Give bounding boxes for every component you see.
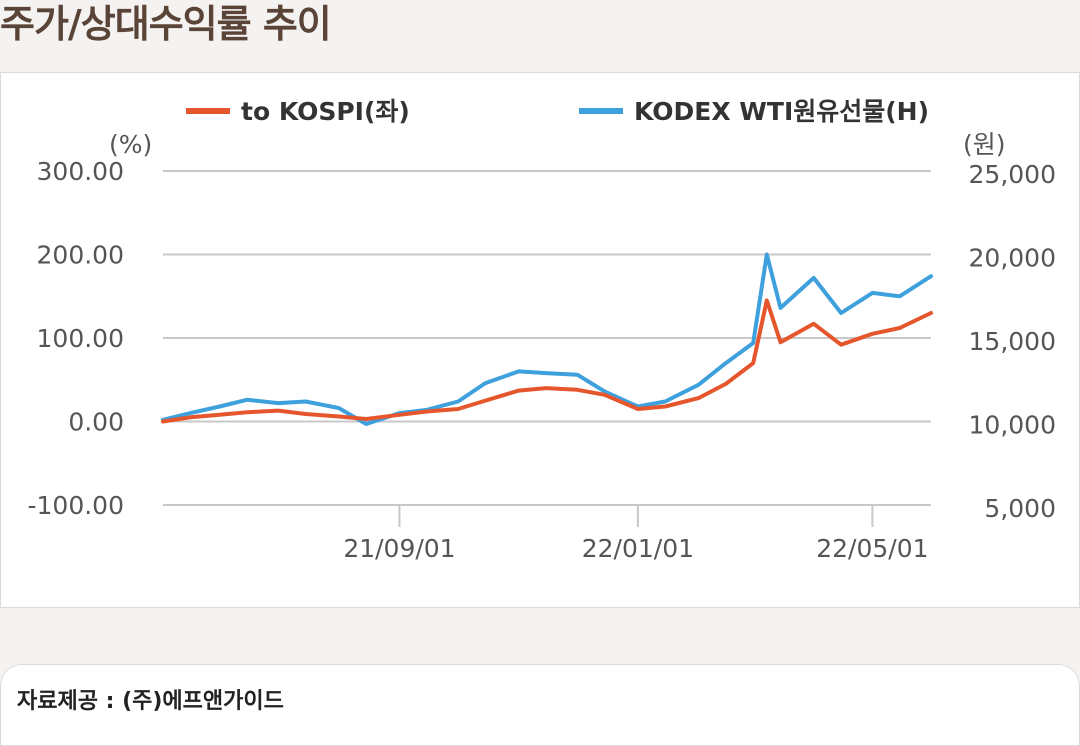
x-tick-label: 21/09/01 <box>343 534 455 563</box>
y-right-unit-label: (원) <box>963 130 1006 159</box>
y-left-tick-label: 100.00 <box>37 324 124 353</box>
kospi-relative-return-line <box>161 298 933 424</box>
legend-swatch-kospi <box>186 108 230 114</box>
price-return-chart: 300.00 200.00 100.00 0.00 -100.00 25,000 20,00… <box>28 97 1057 563</box>
y-left-tick-label: 0.00 <box>68 408 124 437</box>
kodex-wti-price-line <box>161 252 933 426</box>
y-right-tick-label: 25,000 <box>969 160 1056 189</box>
legend-label-kospi: to KOSPI(좌) <box>241 97 410 126</box>
source-card: 자료제공 : (주)에프앤가이드 <box>0 664 1080 746</box>
axis-layer: 300.00 200.00 100.00 0.00 -100.00 25,000 20,00… <box>28 157 1057 563</box>
y-left-unit-label: (%) <box>109 130 152 159</box>
x-tick-label: 22/05/01 <box>816 534 928 563</box>
chart-card: 300.00 200.00 100.00 0.00 -100.00 25,000 20,00… <box>0 72 1080 608</box>
series-layer <box>161 252 933 426</box>
legend-label-kodex: KODEX WTI원유선물(H) <box>634 97 929 126</box>
y-right-tick-label: 20,000 <box>969 244 1056 273</box>
x-tick-label: 22/01/01 <box>582 534 694 563</box>
grid-layer <box>163 170 931 506</box>
y-left-tick-label: 200.00 <box>37 241 124 270</box>
y-right-tick-label: 5,000 <box>984 494 1056 523</box>
y-right-tick-label: 15,000 <box>969 327 1056 356</box>
legend: to KOSPI(좌) KODEX WTI원유선물(H) <box>186 97 929 126</box>
y-right-tick-label: 10,000 <box>969 411 1056 440</box>
y-left-tick-label: -100.00 <box>28 491 125 520</box>
page-title: 주가/상대수익률 추이 <box>0 2 332 46</box>
data-source-label: 자료제공 : (주)에프앤가이드 <box>17 689 284 714</box>
legend-swatch-kodex <box>579 108 623 114</box>
y-left-tick-label: 300.00 <box>37 157 124 186</box>
